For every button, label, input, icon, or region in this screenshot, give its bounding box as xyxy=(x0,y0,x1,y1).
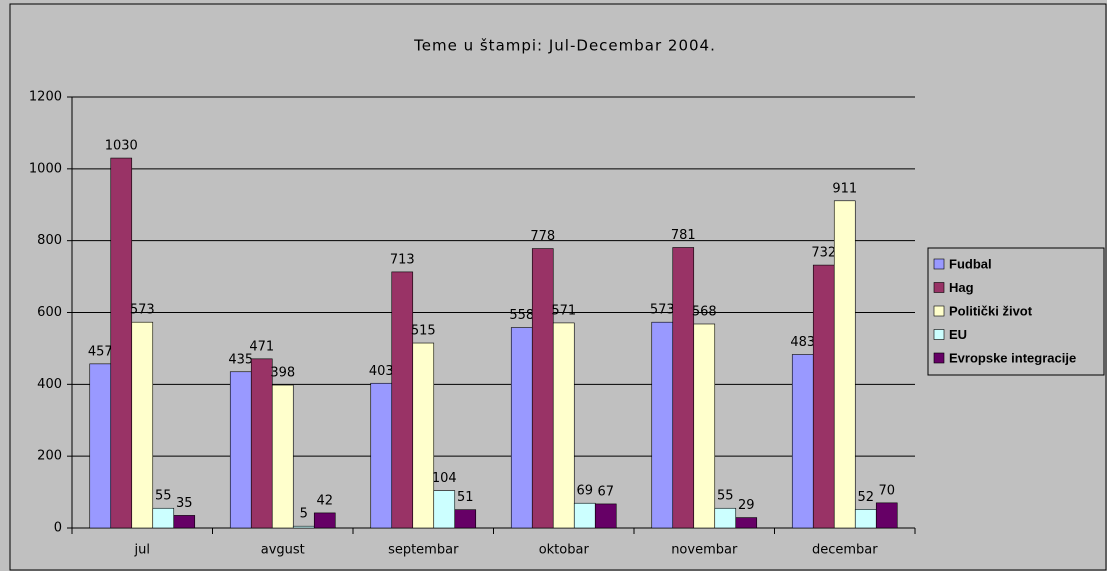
bar xyxy=(110,157,133,529)
x-tick-label: novembar xyxy=(671,543,738,558)
y-tick-label: 0 xyxy=(54,521,62,536)
bar xyxy=(594,503,617,529)
bar xyxy=(229,371,252,529)
bar xyxy=(391,271,414,529)
data-label: 573 xyxy=(650,303,675,318)
data-label: 435 xyxy=(228,352,253,367)
bar xyxy=(250,358,273,529)
data-label: 403 xyxy=(369,364,394,379)
bar xyxy=(412,342,435,529)
bar xyxy=(833,200,856,529)
legend-swatch xyxy=(933,329,945,340)
data-label: 5 xyxy=(300,507,308,522)
data-label: 573 xyxy=(130,303,155,318)
x-tick-label: decembar xyxy=(812,543,878,558)
data-label: 778 xyxy=(530,229,555,244)
y-tick-label: 800 xyxy=(37,233,62,248)
legend-swatch xyxy=(933,352,945,364)
bar xyxy=(552,322,575,529)
bar xyxy=(651,321,674,529)
data-label: 104 xyxy=(432,471,457,486)
data-label: 42 xyxy=(316,493,333,508)
bar xyxy=(152,507,175,529)
bar xyxy=(433,490,456,529)
y-tick-label: 1200 xyxy=(29,90,62,105)
legend-label: EU xyxy=(949,327,967,342)
bar xyxy=(854,509,877,529)
data-label: 35 xyxy=(176,496,193,511)
bar xyxy=(173,515,196,529)
legend-label: Politički život xyxy=(949,303,1033,318)
data-label: 29 xyxy=(738,498,755,513)
data-label: 67 xyxy=(597,484,614,499)
legend-swatch xyxy=(933,282,945,293)
bar xyxy=(454,509,477,529)
data-label: 732 xyxy=(811,246,836,261)
x-tick-label: jul xyxy=(134,543,150,558)
bar xyxy=(672,247,695,529)
bar xyxy=(812,264,835,529)
bar xyxy=(693,323,716,529)
legend-label: Hag xyxy=(949,280,974,295)
bar xyxy=(573,502,596,529)
bar xyxy=(89,363,112,529)
y-tick-label: 200 xyxy=(37,449,62,464)
data-label: 781 xyxy=(671,228,696,243)
data-label: 52 xyxy=(857,490,874,505)
data-label: 1030 xyxy=(105,139,138,154)
data-label: 571 xyxy=(551,303,576,318)
y-tick-label: 400 xyxy=(37,377,62,392)
bar xyxy=(370,382,393,529)
bar xyxy=(791,354,814,529)
data-label: 51 xyxy=(457,490,474,505)
bar xyxy=(313,512,336,529)
data-label: 457 xyxy=(88,344,113,359)
data-label: 398 xyxy=(270,366,295,381)
bar xyxy=(531,248,554,529)
chart-title: Teme u štampi: Jul-Decembar 2004. xyxy=(413,37,716,55)
bar xyxy=(510,327,533,529)
bar xyxy=(735,517,758,529)
y-tick-label: 1000 xyxy=(29,161,62,176)
legend-label: Fudbal xyxy=(949,256,992,271)
data-label: 69 xyxy=(576,484,593,499)
y-tick-label: 600 xyxy=(37,305,62,320)
bar xyxy=(271,384,294,529)
bar xyxy=(714,507,737,529)
data-label: 483 xyxy=(790,335,815,350)
legend-swatch xyxy=(933,258,945,270)
bar xyxy=(292,525,315,529)
data-label: 713 xyxy=(390,252,415,267)
data-label: 568 xyxy=(692,304,717,319)
data-label: 471 xyxy=(249,339,274,354)
data-label: 55 xyxy=(155,489,172,504)
data-label: 55 xyxy=(717,489,734,504)
data-label: 558 xyxy=(509,308,534,323)
bar xyxy=(875,502,898,529)
data-label: 70 xyxy=(878,483,895,498)
x-tick-label: oktobar xyxy=(539,543,590,558)
bar xyxy=(131,321,154,529)
x-tick-label: septembar xyxy=(388,543,459,558)
legend-label: Evropske integracije xyxy=(949,350,1076,365)
legend-swatch xyxy=(933,305,945,317)
data-label: 911 xyxy=(832,181,857,196)
legend-box xyxy=(927,247,1105,376)
data-label: 515 xyxy=(411,324,436,339)
x-tick-label: avgust xyxy=(261,543,305,558)
